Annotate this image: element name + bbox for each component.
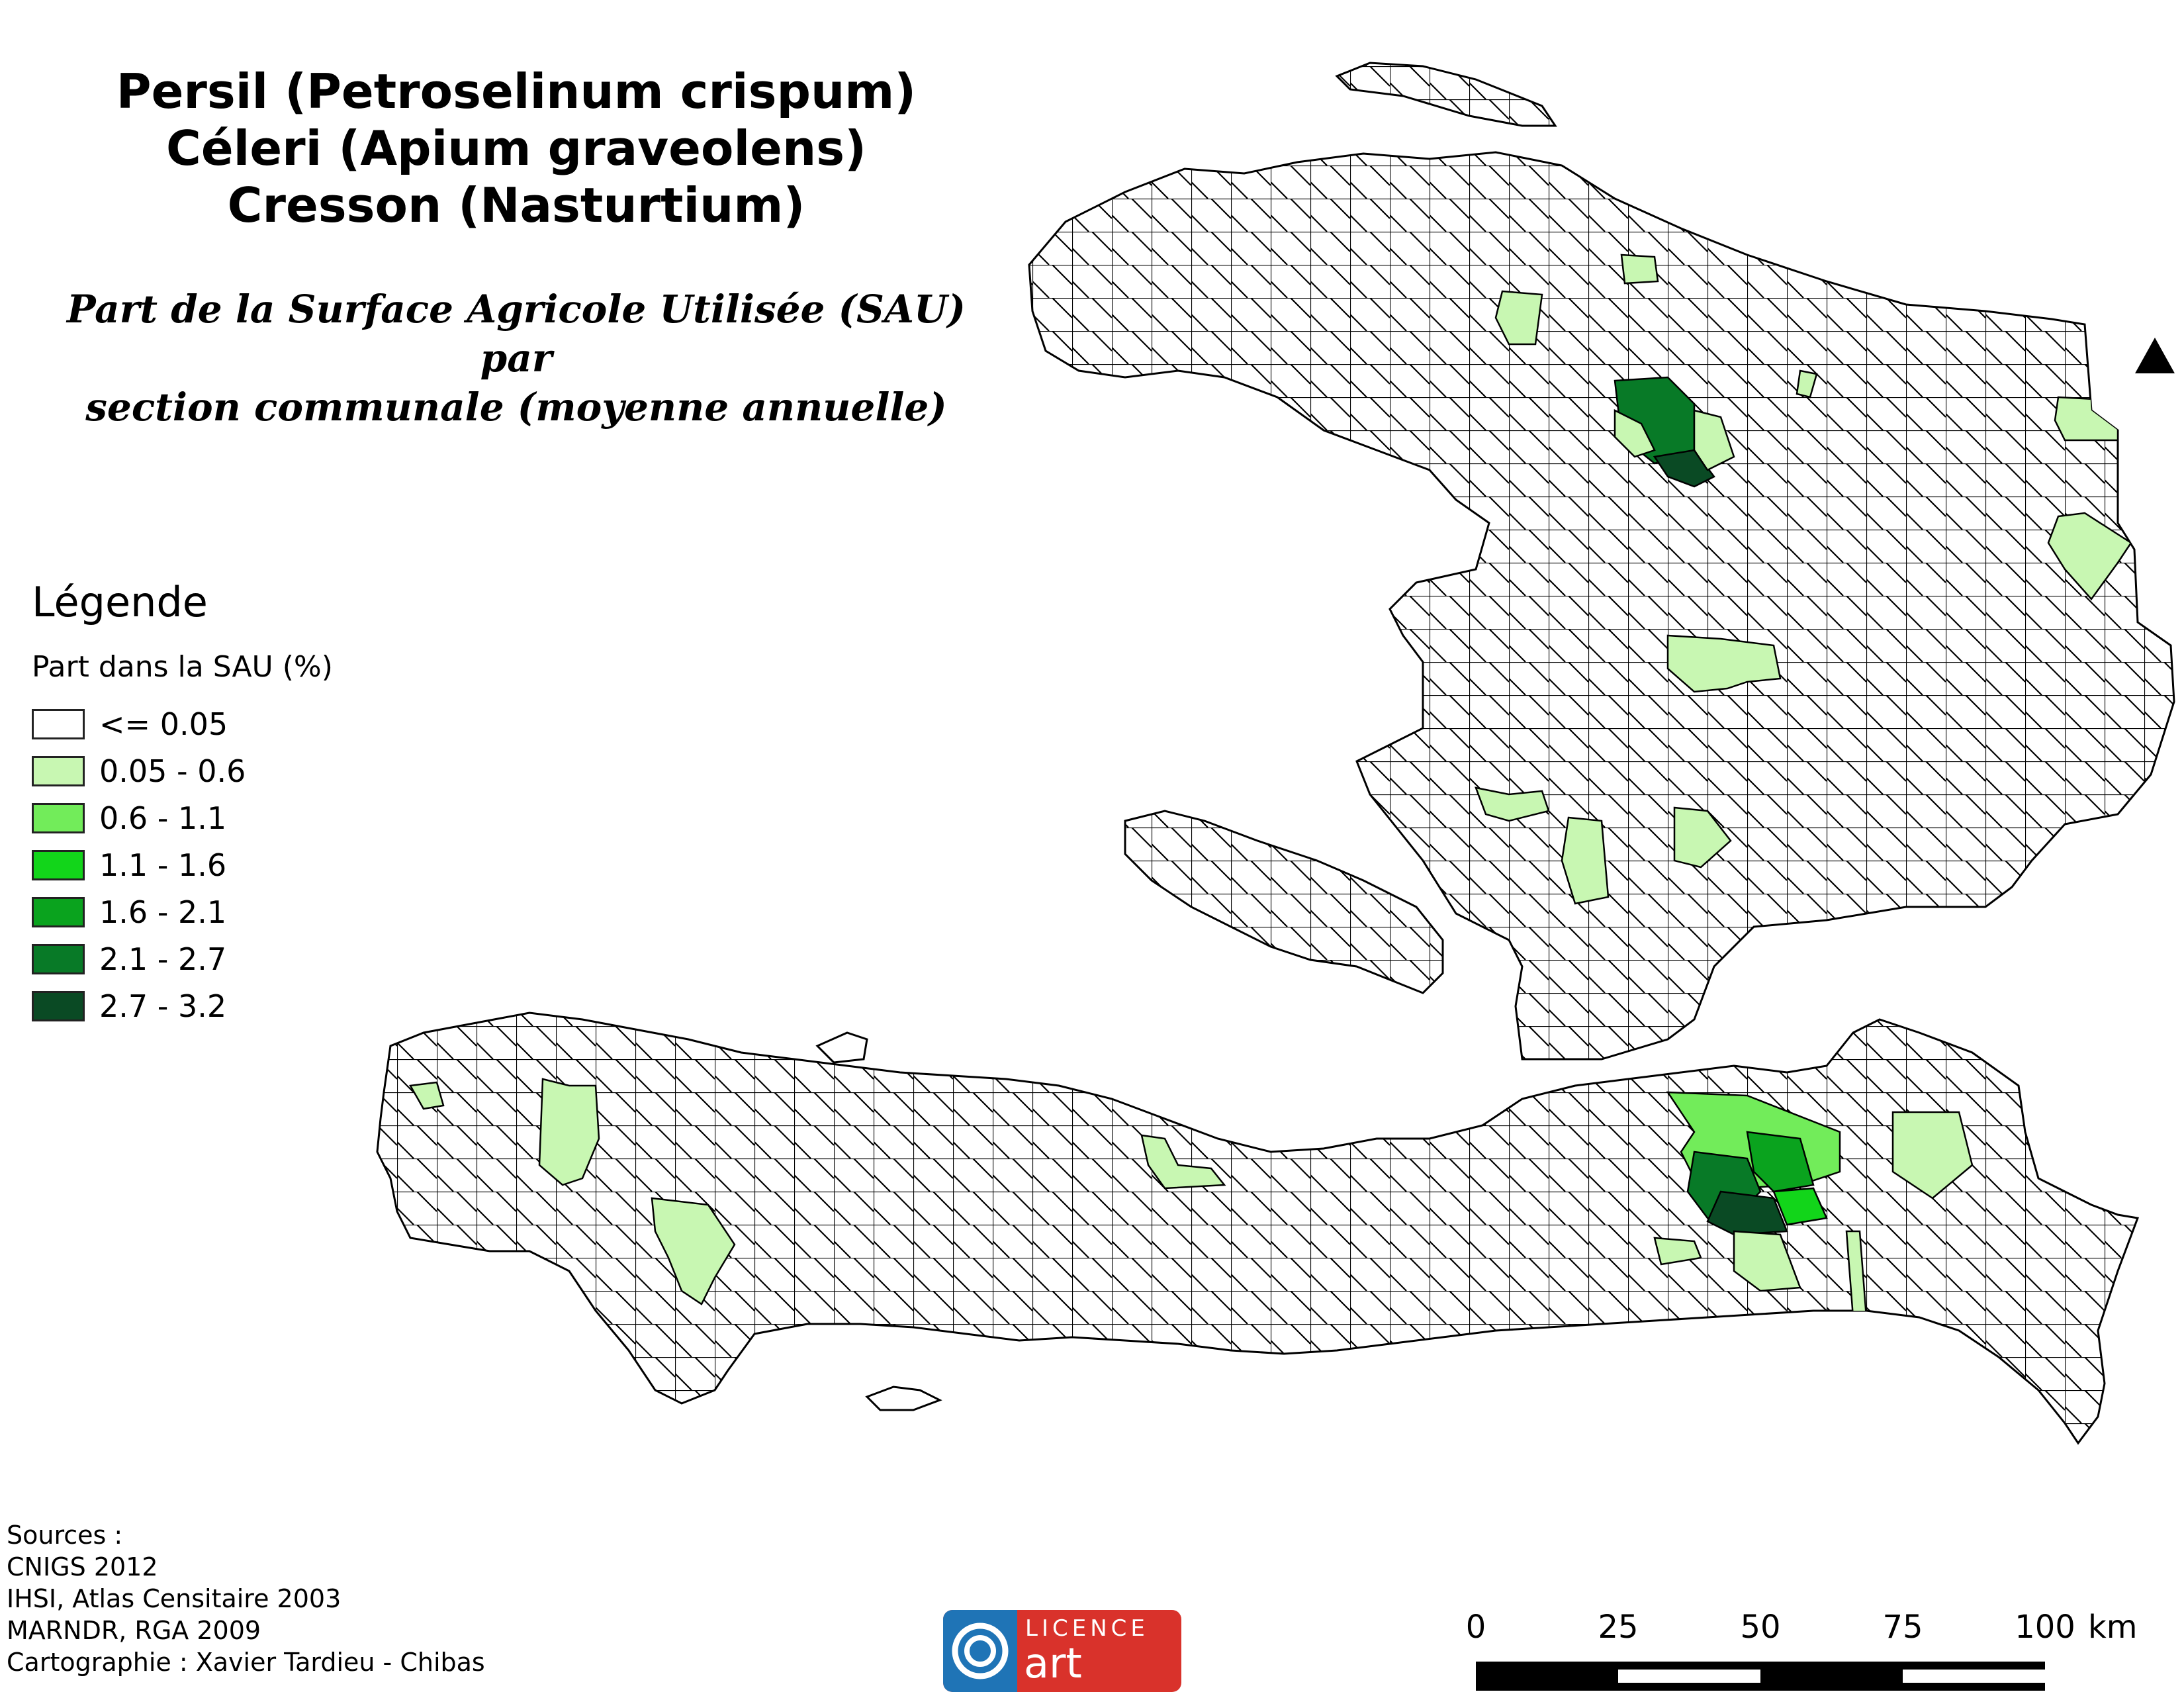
- legend: Légende Part dans la SAU (%) <= 0.05 0.0…: [32, 576, 333, 1029]
- map-canvas: [376, 62, 2175, 1445]
- map-title: Persil (Petroselinum crispum) Céleri (Ap…: [60, 63, 973, 234]
- legend-item: 0.05 - 0.6: [32, 747, 333, 794]
- sources-heading: Sources :: [7, 1521, 123, 1550]
- legend-item: <= 0.05: [32, 700, 333, 747]
- north-arrow-icon: [2135, 338, 2175, 373]
- legend-label: 0.05 - 0.6: [99, 753, 246, 789]
- legend-swatch: [32, 802, 85, 833]
- legend-item: 2.7 - 3.2: [32, 982, 333, 1029]
- title-line-1: Persil (Petroselinum crispum): [116, 64, 917, 119]
- legend-swatch: [32, 755, 85, 786]
- source-line: IHSI, Atlas Censitaire 2003: [7, 1584, 341, 1613]
- legend-label: <= 0.05: [99, 706, 228, 742]
- legend-swatch: [32, 990, 85, 1021]
- scale-label: 50: [1740, 1609, 1781, 1646]
- scale-unit: km: [2088, 1609, 2138, 1646]
- scale-label: 0: [1465, 1609, 1486, 1646]
- legend-item: 0.6 - 1.1: [32, 794, 333, 841]
- title-line-2: Céleri (Apium graveolens): [165, 120, 867, 176]
- north-region: [1028, 151, 2175, 1060]
- legend-label: 1.6 - 2.1: [99, 894, 227, 930]
- license-circle-icon: [943, 1610, 1017, 1692]
- legend-swatch: [32, 943, 85, 974]
- legend-title: Légende: [32, 578, 208, 626]
- legend-item: 1.1 - 1.6: [32, 841, 333, 888]
- south-region: [376, 1012, 2140, 1445]
- subtitle-line-1: Part de la Surface Agricole Utilisée (SA…: [67, 287, 966, 381]
- scale-label: 75: [1882, 1609, 1923, 1646]
- legend-item: 2.1 - 2.7: [32, 935, 333, 982]
- source-line: CNIGS 2012: [7, 1552, 158, 1581]
- scale-label: 100: [2015, 1609, 2075, 1646]
- source-line: MARNDR, RGA 2009: [7, 1616, 261, 1645]
- legend-item: 1.6 - 2.1: [32, 888, 333, 935]
- map-subtitle: Part de la Surface Agricole Utilisée (SA…: [60, 285, 973, 432]
- subtitle-line-2: section communale (moyenne annuelle): [85, 385, 947, 430]
- scale-bar-graphic: [1476, 1662, 2045, 1691]
- legend-label: 0.6 - 1.1: [99, 800, 227, 836]
- legend-label: 1.1 - 1.6: [99, 847, 227, 883]
- source-line: Cartographie : Xavier Tardieu - Chibas: [7, 1648, 485, 1677]
- legend-swatch: [32, 708, 85, 739]
- title-line-3: Cresson (Nasturtium): [227, 177, 805, 233]
- legend-swatch: [32, 896, 85, 927]
- legend-label: 2.1 - 2.7: [99, 941, 227, 977]
- islands: [815, 62, 1557, 1411]
- legend-subtitle: Part dans la SAU (%): [32, 650, 333, 684]
- license-label-top: LICENCE: [1025, 1615, 1149, 1642]
- license-logo: LICENCE art libre: [943, 1610, 1181, 1692]
- scale-label: 25: [1598, 1609, 1639, 1646]
- license-label-bottom: art libre: [1024, 1639, 1114, 1693]
- sources-block: Sources : CNIGS 2012 IHSI, Atlas Censita…: [7, 1519, 485, 1678]
- legend-label: 2.7 - 3.2: [99, 988, 227, 1024]
- legend-swatch: [32, 849, 85, 880]
